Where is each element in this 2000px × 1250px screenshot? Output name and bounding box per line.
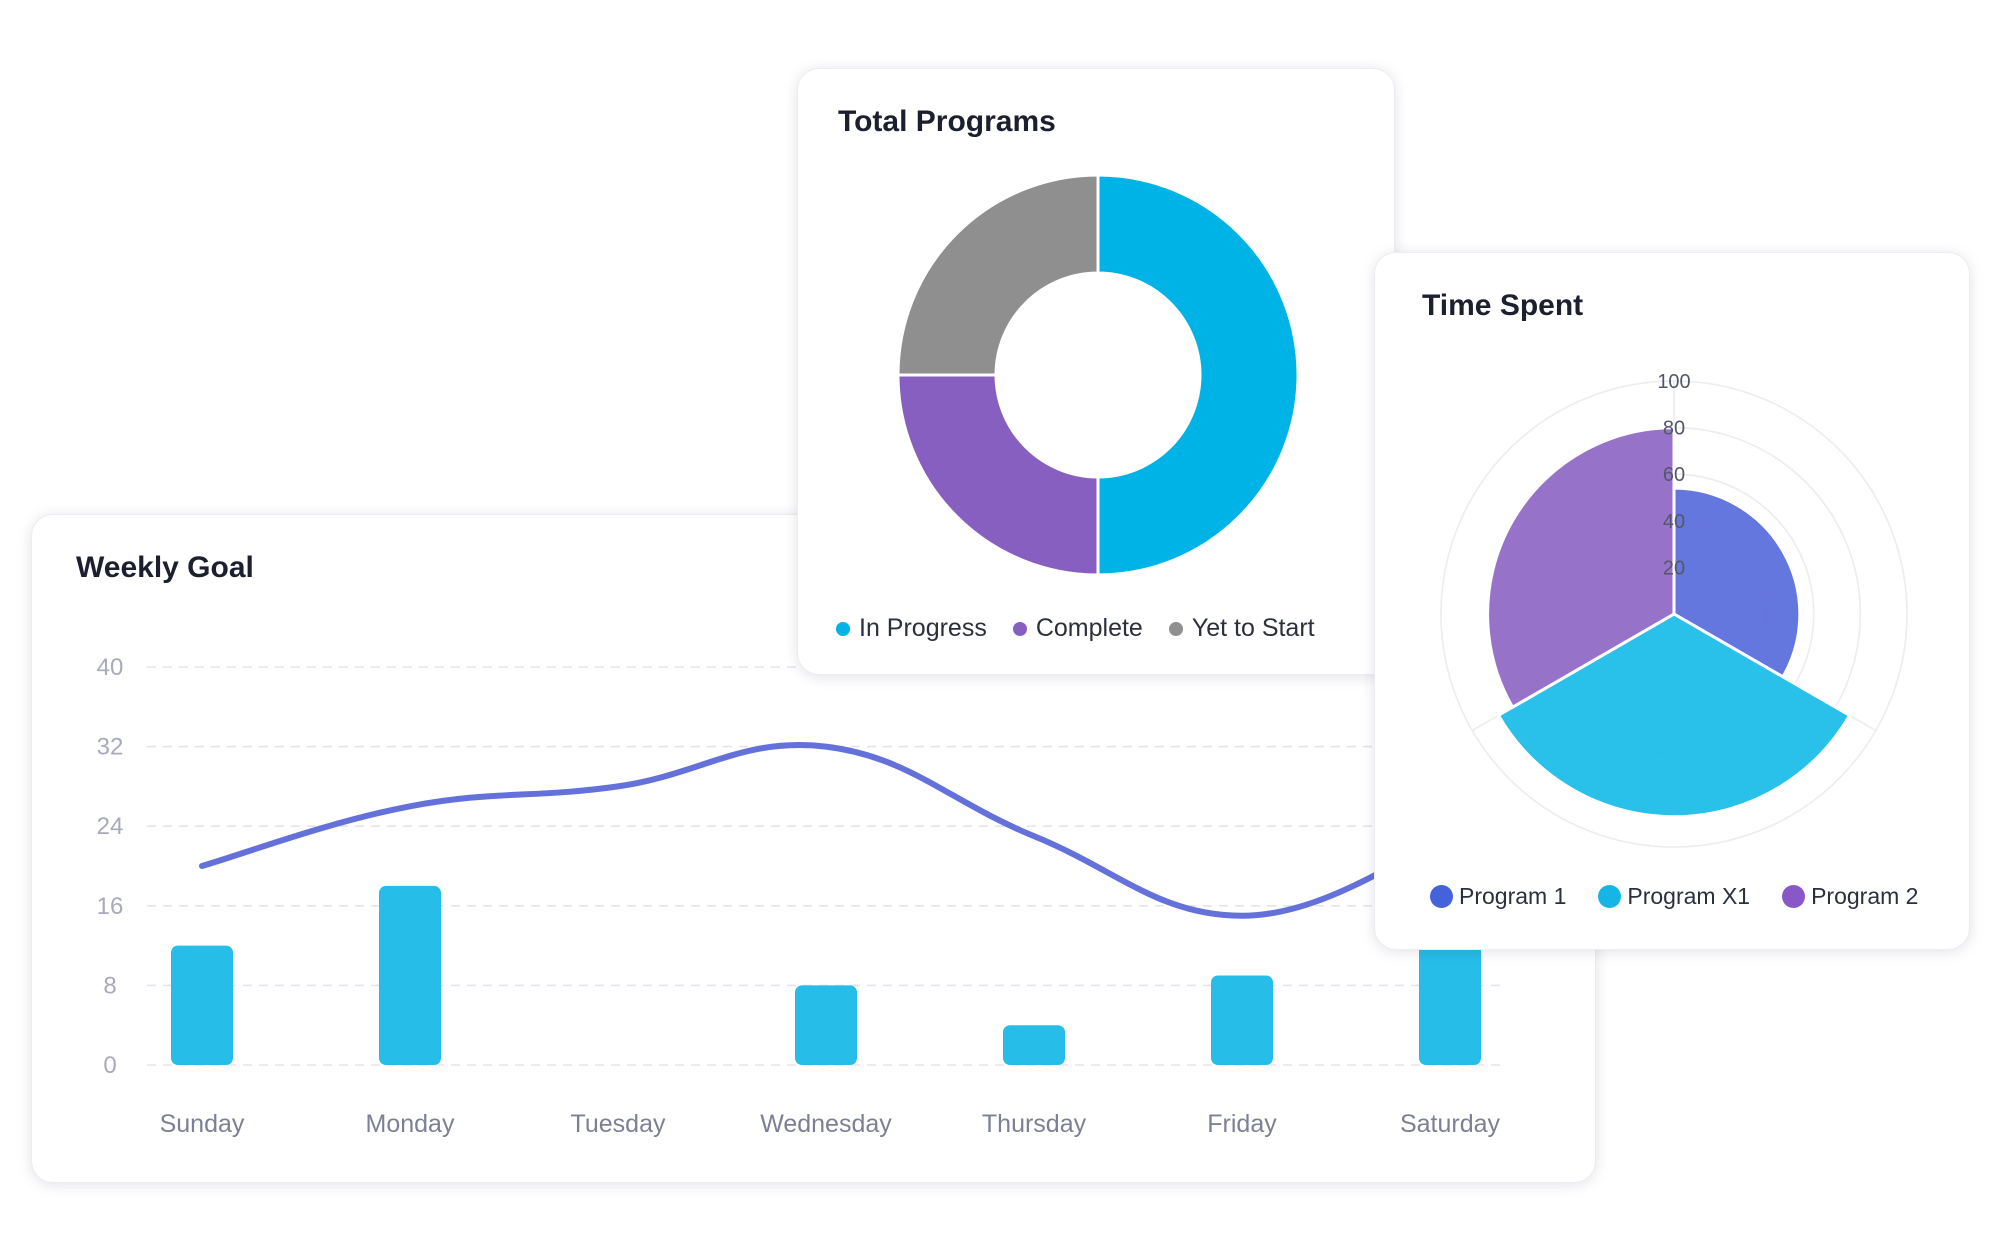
total-programs-title: Total Programs [838, 105, 1056, 138]
x-tick-label: Saturday [1400, 1110, 1501, 1138]
y-tick-label: 24 [97, 813, 124, 840]
time-spent-legend: Program 1 Program X1 Program 2 [1430, 883, 1950, 910]
legend-label: Yet to Start [1191, 614, 1315, 642]
y-tick-label: 0 [103, 1052, 116, 1079]
legend-item[interactable]: In Progress [836, 614, 987, 643]
legend-label: Complete [1035, 614, 1143, 642]
legend-label: Program 1 [1459, 883, 1567, 909]
time-spent-chart: 20 40 60 80 100 [1440, 371, 1908, 848]
donut-slice [896, 373, 1100, 577]
polar-segment [1496, 612, 1852, 819]
bar [1211, 975, 1273, 1065]
x-tick-label: Wednesday [760, 1110, 892, 1138]
legend-label: Program 2 [1811, 883, 1919, 909]
donut-slice [1096, 173, 1300, 577]
r-tick-label: 100 [1657, 371, 1690, 393]
legend-item[interactable]: Program 2 [1782, 883, 1918, 910]
legend-dot [1430, 885, 1453, 908]
legend-dot [1782, 885, 1806, 908]
x-tick-label: Thursday [982, 1110, 1087, 1138]
time-spent-card: Time Spent 20 40 60 80 100 Program 1 Program … [1374, 252, 1970, 950]
bar [379, 885, 441, 1065]
legend-dot [1598, 885, 1622, 908]
donut-slice [896, 173, 1100, 377]
bar [795, 985, 857, 1065]
x-tick-label: Monday [366, 1110, 455, 1138]
bar [1003, 1025, 1065, 1065]
r-tick-label: 40 [1663, 511, 1685, 533]
bar [171, 945, 233, 1065]
total-programs-card: Total Programs In Progress Complete Yet to… [797, 68, 1395, 675]
y-tick-label: 8 [103, 972, 116, 999]
series-line [199, 741, 1453, 919]
weekly-goal-title: Weekly Goal [76, 551, 254, 584]
legend-label: In Progress [859, 614, 987, 642]
y-tick-label: 32 [97, 734, 124, 761]
legend-dot [836, 621, 850, 636]
r-tick-label: 60 [1663, 464, 1685, 486]
x-tick-label: Tuesday [571, 1110, 666, 1138]
x-tick-label: Friday [1207, 1110, 1277, 1138]
legend-label: Program X1 [1627, 883, 1751, 909]
r-tick-label: 80 [1663, 418, 1685, 440]
total-programs-legend: In Progress Complete Yet to Start [836, 614, 1315, 643]
polar-segment [1672, 486, 1802, 679]
r-tick-label: 20 [1663, 557, 1685, 579]
legend-dot [1168, 621, 1183, 636]
y-tick-label: 16 [97, 893, 124, 920]
weekly-goal-chart: 0 8 16 24 32 40 Sunday Monday Tuesday Wednesday Th… [97, 654, 1502, 1138]
legend-dot [1012, 621, 1027, 636]
polar-segment [1486, 426, 1676, 710]
legend-item[interactable]: Program X1 [1598, 883, 1750, 910]
time-spent-title: Time Spent [1422, 289, 1584, 322]
legend-item[interactable]: Complete [1012, 614, 1143, 643]
x-tick-label: Sunday [160, 1110, 245, 1138]
total-programs-chart [896, 173, 1300, 577]
legend-item[interactable]: Yet to Start [1168, 614, 1315, 643]
legend-item[interactable]: Program 1 [1430, 883, 1566, 910]
y-tick-label: 40 [97, 654, 124, 681]
